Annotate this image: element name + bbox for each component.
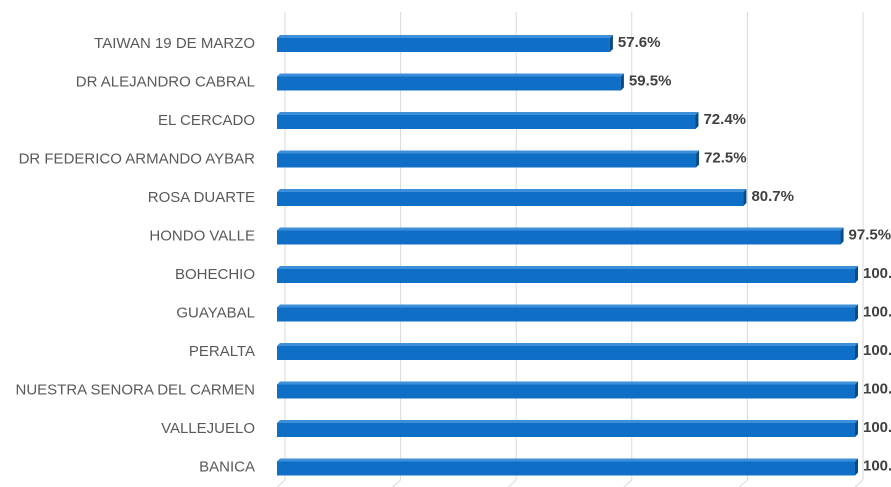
bar-top — [277, 420, 858, 423]
bar — [277, 269, 855, 283]
data-label: 100.0% — [863, 457, 891, 474]
data-label: 80.7% — [751, 188, 794, 205]
data-label: 72.4% — [703, 111, 746, 128]
y-tick-label: BANICA — [199, 458, 255, 475]
bar — [277, 307, 855, 322]
bar-top — [277, 73, 624, 77]
tick-mark — [276, 479, 286, 487]
data-label: 72.5% — [704, 149, 747, 166]
y-tick-label: HONDO VALLE — [149, 227, 255, 244]
bar-side — [855, 343, 858, 360]
bar-top — [277, 112, 699, 115]
bar-side — [743, 189, 747, 206]
bar — [277, 230, 841, 245]
bar-top — [277, 343, 858, 346]
bar-top — [277, 35, 613, 38]
bar — [277, 115, 696, 129]
bar-top — [277, 304, 858, 308]
data-label: 100.0% — [863, 303, 891, 320]
tick-mark — [623, 479, 633, 487]
data-label: 100.0% — [863, 265, 891, 282]
y-tick-label: EL CERCADO — [158, 112, 255, 129]
bar-top — [277, 458, 858, 462]
bar — [277, 346, 855, 360]
bar — [277, 38, 610, 52]
bar-side — [855, 304, 858, 322]
bar — [277, 423, 855, 437]
y-tick-label: PERALTA — [189, 343, 255, 360]
y-tick-label: VALLEJUELO — [161, 420, 255, 437]
bar-top — [277, 150, 700, 154]
y-tick-label: DR ALEJANDRO CABRAL — [76, 73, 255, 90]
bar — [277, 461, 855, 476]
data-label: 100.0% — [863, 419, 891, 436]
y-tick-label: BOHECHIO — [175, 266, 255, 283]
bar-side — [855, 381, 858, 399]
bar — [277, 153, 697, 168]
bar — [277, 76, 621, 91]
data-label: 57.6% — [618, 34, 661, 51]
bar-top — [277, 227, 844, 231]
y-tick-label: DR FEDERICO ARMANDO AYBAR — [19, 150, 256, 167]
data-label: 59.5% — [629, 72, 672, 89]
y-tick-label: GUAYABAL — [176, 304, 255, 321]
bar-side — [840, 227, 844, 245]
bar-top — [277, 381, 858, 385]
y-tick-label: TAIWAN 19 DE MARZO — [94, 35, 255, 52]
bar — [277, 192, 744, 206]
bar-side — [695, 112, 699, 129]
data-label: 100.0% — [863, 380, 891, 397]
bar-side — [620, 73, 624, 91]
tick-mark — [392, 479, 401, 487]
bar-side — [609, 35, 613, 52]
bar-side — [855, 458, 858, 476]
y-tick-label: ROSA DUARTE — [148, 189, 255, 206]
tick-mark — [507, 479, 517, 487]
bar-side — [696, 150, 700, 168]
bar-top — [277, 266, 858, 269]
bar-side — [855, 266, 858, 283]
y-tick-label: NUESTRA SENORA DEL CARMEN — [16, 381, 256, 398]
bar-side — [855, 420, 858, 437]
bar-top — [277, 189, 747, 192]
tick-mark — [739, 479, 748, 487]
data-label: 97.5% — [849, 226, 891, 243]
data-label: 100.0% — [863, 342, 891, 359]
bar — [277, 384, 855, 399]
tick-mark — [854, 479, 864, 487]
